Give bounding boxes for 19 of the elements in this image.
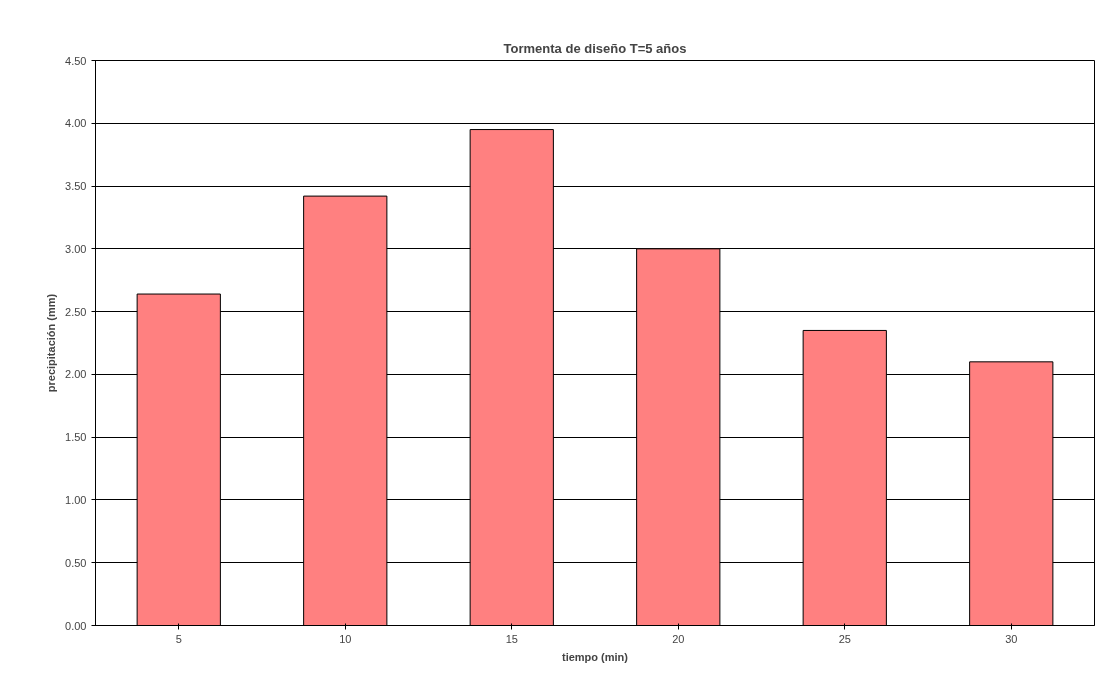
- y-tick-label: 3.00: [65, 242, 87, 255]
- y-tick-label: 4.50: [65, 54, 87, 67]
- x-tick-label: 30: [1005, 632, 1018, 645]
- y-tick-label: 1.50: [65, 431, 87, 444]
- chart-title: Tormenta de diseño T=5 años: [503, 40, 687, 56]
- x-tick-label: 5: [175, 632, 182, 645]
- y-tick-label: 0.50: [65, 556, 87, 569]
- x-tick-label: 20: [672, 632, 685, 645]
- x-axis-title: tiempo (min): [562, 650, 629, 663]
- y-tick-label: 3.50: [65, 180, 87, 193]
- y-tick-label: 2.50: [65, 305, 87, 318]
- y-tick-label: 4.00: [65, 117, 87, 130]
- x-tick-label: 15: [505, 632, 518, 645]
- x-tick-label: 25: [838, 632, 851, 645]
- y-tick-label: 1.00: [65, 493, 87, 506]
- y-tick-label: 2.00: [65, 368, 87, 381]
- x-tick-label: 10: [339, 632, 352, 645]
- y-tick-label: 0.00: [65, 619, 87, 632]
- y-axis-title: precipitación (mm): [45, 293, 58, 393]
